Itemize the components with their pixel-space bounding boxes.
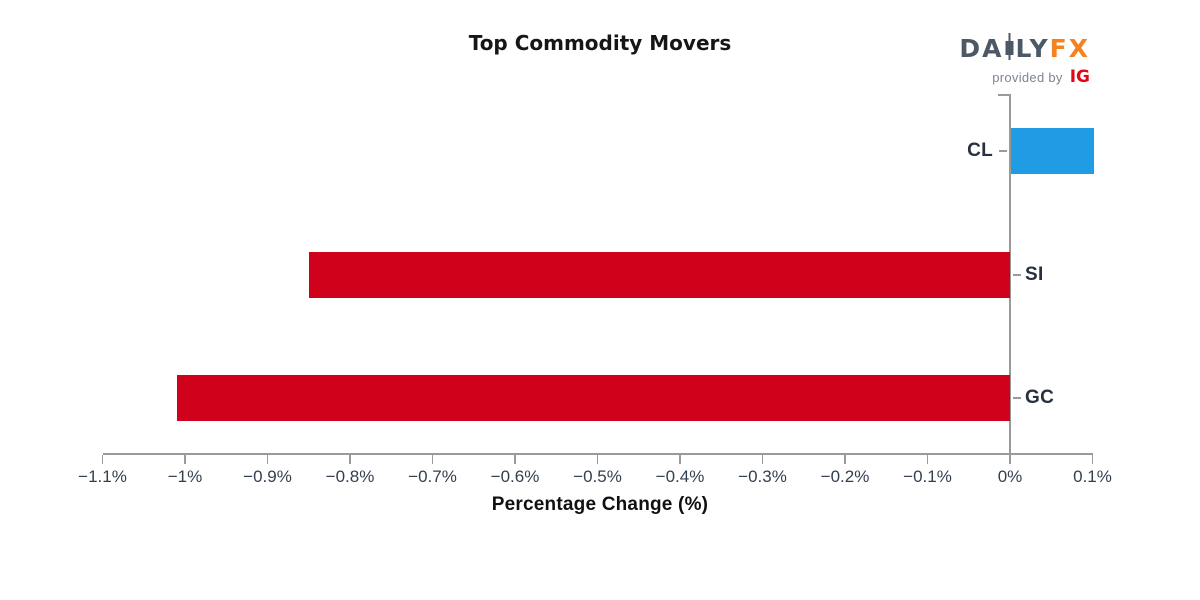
provided-by-row: provided by IG	[959, 69, 1090, 86]
x-tick-label: −1.1%	[78, 467, 127, 486]
brand-prefix: DA	[959, 34, 1004, 63]
x-tick-label: −0.6%	[490, 467, 540, 486]
x-tick-label: −0.5%	[573, 467, 622, 486]
x-tick	[761, 455, 764, 464]
zero-line	[1009, 94, 1011, 464]
category-label-cl: CL	[967, 140, 993, 161]
category-label-si: SI	[1025, 263, 1044, 285]
dailyfx-wordmark: DA LY FX	[959, 33, 1090, 64]
bar-si	[308, 251, 1010, 298]
x-tick-label: 0.1%	[1073, 467, 1112, 486]
category-label-gc: GC	[1025, 387, 1055, 408]
x-tick	[431, 455, 434, 464]
x-tick-label: 0%	[997, 467, 1023, 486]
candlestick-icon	[1004, 33, 1015, 64]
x-tick-label: −0.9%	[243, 467, 292, 486]
x-tick-label: −0.4%	[655, 467, 705, 486]
x-tick	[101, 455, 104, 464]
provided-by-text: provided by	[992, 70, 1063, 85]
x-tick	[926, 455, 929, 464]
x-tick-label: −1%	[167, 467, 203, 486]
category-tick	[999, 150, 1007, 152]
bar-cl	[1011, 128, 1094, 174]
x-tick	[349, 455, 351, 464]
chart-title: Top Commodity Movers	[468, 31, 732, 55]
x-tick-label: −0.3%	[738, 467, 787, 486]
x-tick-label: −0.7%	[408, 467, 457, 486]
category-tick	[1013, 273, 1021, 276]
x-tick-label: −0.1%	[903, 467, 952, 486]
x-tick	[844, 455, 846, 464]
x-tick	[1091, 455, 1094, 464]
x-tick	[596, 455, 599, 464]
x-axis-title: Percentage Change (%)	[491, 494, 709, 515]
x-axis	[102, 453, 1093, 455]
x-tick	[679, 455, 681, 464]
bar-gc	[176, 375, 1010, 421]
x-tick	[184, 455, 186, 464]
x-tick	[514, 455, 516, 464]
brand-accent: FX	[1049, 34, 1090, 63]
category-tick	[1013, 397, 1021, 399]
x-tick-label: −0.8%	[325, 467, 375, 486]
dailyfx-logo: DA LY FX provided by IG	[959, 33, 1090, 86]
ig-logo: IG	[1069, 67, 1090, 87]
brand-suffix: LY	[1015, 34, 1050, 63]
x-tick	[266, 455, 269, 464]
x-tick-label: −0.2%	[820, 467, 870, 486]
zero-line-top-cap	[998, 94, 1010, 96]
